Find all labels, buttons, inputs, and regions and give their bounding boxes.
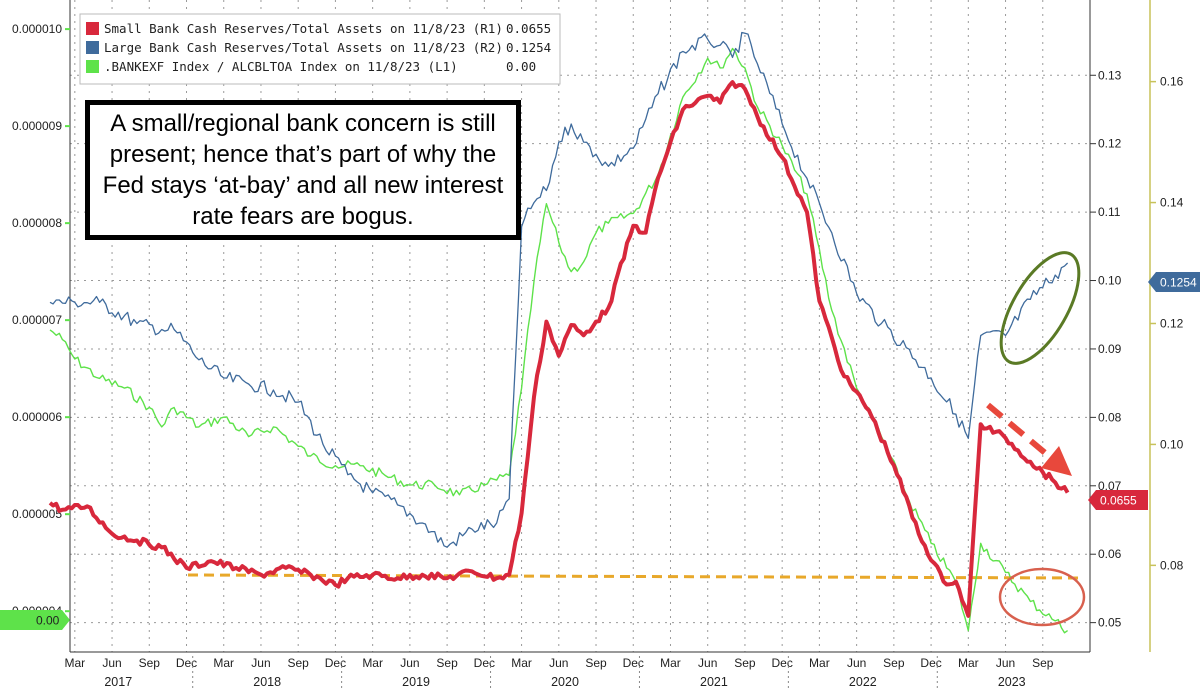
x-month-label: Dec [623, 656, 644, 670]
x-year-label: 2023 [998, 675, 1026, 689]
x-month-label: Sep [139, 656, 161, 670]
legend-swatch [86, 22, 99, 35]
legend-frame [79, 13, 561, 85]
right1-tick-label: 0.05 [1098, 616, 1122, 630]
series-large-bank-line [49, 31, 1069, 548]
left-tick-label: 0.000006 [12, 410, 62, 424]
x-month-label: Dec [325, 656, 346, 670]
large-bank-highlight-ellipse [999, 251, 1081, 365]
series-small-bank-line [48, 80, 1070, 618]
x-year-label: 2021 [700, 675, 728, 689]
left-tick-label: 0.000008 [12, 216, 62, 230]
x-month-label: Mar [511, 656, 532, 670]
legend-label: Small Bank Cash Reserves/Total Assets on… [104, 21, 503, 36]
x-year-label: 2018 [253, 675, 281, 689]
annotation-text: A small/regional bank concern is still p… [102, 110, 504, 230]
right1-tick-label: 0.12 [1098, 137, 1122, 151]
x-month-label: Mar [660, 656, 681, 670]
x-year-label: 2019 [402, 675, 430, 689]
small-bank-badge-shape [1088, 490, 1148, 510]
right2-tick-label: 0.16 [1160, 75, 1184, 89]
right1-tick-label: 0.07 [1098, 479, 1122, 493]
legend-label: .BANKEXF Index / ALCBLTOA Index on 11/8/… [104, 59, 458, 74]
large-bank-badge-shape [1148, 272, 1200, 292]
x-year-label: 2020 [551, 675, 579, 689]
bankexf-highlight-ellipse [998, 567, 1086, 627]
right1-tick-label: 0.13 [1098, 68, 1122, 82]
x-month-label: Dec [920, 656, 941, 670]
x-month-label: Mar [362, 656, 383, 670]
series-lines [48, 31, 1070, 634]
right1-tick-label: 0.11 [1098, 205, 1121, 219]
x-year-label: 2022 [849, 675, 877, 689]
legend-swatch [86, 41, 99, 54]
annotation-overlays [986, 251, 1086, 627]
trend-arrow-shaft [986, 402, 1052, 460]
left-tick-label: 0.000010 [12, 22, 62, 36]
x-month-label: Mar [958, 656, 979, 670]
x-month-label: Jun [549, 656, 568, 670]
right1-tick-label: 0.06 [1098, 547, 1122, 561]
annotation-box: A small/regional bank concern is still p… [85, 100, 521, 240]
x-month-label: Jun [996, 656, 1015, 670]
x-month-label: Dec [474, 656, 495, 670]
legend-value: 0.1254 [506, 40, 551, 55]
x-month-label: Sep [883, 656, 905, 670]
right1-tick-label: 0.09 [1098, 342, 1122, 356]
left-tick-label: 0.000009 [12, 119, 62, 133]
legend-label: Large Bank Cash Reserves/Total Assets on… [104, 40, 503, 55]
legend-value: 0.0655 [506, 21, 551, 36]
x-month-label: Sep [585, 656, 607, 670]
right2-tick-label: 0.10 [1160, 437, 1184, 451]
left-tick-label: 0.000007 [12, 313, 62, 327]
legend-swatch [86, 60, 99, 73]
bankexf-badge-shape [0, 610, 70, 630]
support-dashed-line [187, 573, 1083, 580]
x-month-label: Mar [809, 656, 830, 670]
right2-tick-label: 0.14 [1160, 196, 1184, 210]
x-month-label: Jun [251, 656, 270, 670]
x-month-label: Sep [288, 656, 310, 670]
small-bank-badge-text: 0.0655 [1100, 494, 1137, 508]
x-month-label: Jun [400, 656, 419, 670]
right2-tick-label: 0.08 [1160, 558, 1184, 572]
left-tick-label: 0.000005 [12, 507, 62, 521]
right1-tick-label: 0.10 [1098, 274, 1122, 288]
axes: 0.000010 0.000009 0.000008 0.000007 0.000006… [12, 0, 1184, 690]
x-month-label: Mar [64, 656, 85, 670]
x-month-label: Mar [213, 656, 234, 670]
x-month-label: Dec [176, 656, 197, 670]
x-month-label: Sep [436, 656, 458, 670]
support-line [187, 573, 1083, 580]
x-month-label: Jun [102, 656, 121, 670]
right1-tick-label: 0.08 [1098, 410, 1122, 424]
right2-tick-label: 0.12 [1160, 316, 1184, 330]
legend-value: 0.00 [506, 59, 536, 74]
legend: Small Bank Cash Reserves/Total Assets on… [79, 13, 561, 85]
large-bank-badge-text: 0.1254 [1160, 276, 1197, 290]
bankexf-badge-text: 0.00 [36, 614, 60, 628]
x-month-label: Jun [847, 656, 866, 670]
x-month-label: Sep [1032, 656, 1054, 670]
x-month-label: Sep [734, 656, 756, 670]
value-badges: 0.1254 0.0655 0.00 [0, 272, 1200, 630]
x-month-label: Dec [771, 656, 792, 670]
x-month-label: Jun [698, 656, 717, 670]
trend-arrow-head [1041, 446, 1072, 476]
x-year-label: 2017 [104, 675, 132, 689]
